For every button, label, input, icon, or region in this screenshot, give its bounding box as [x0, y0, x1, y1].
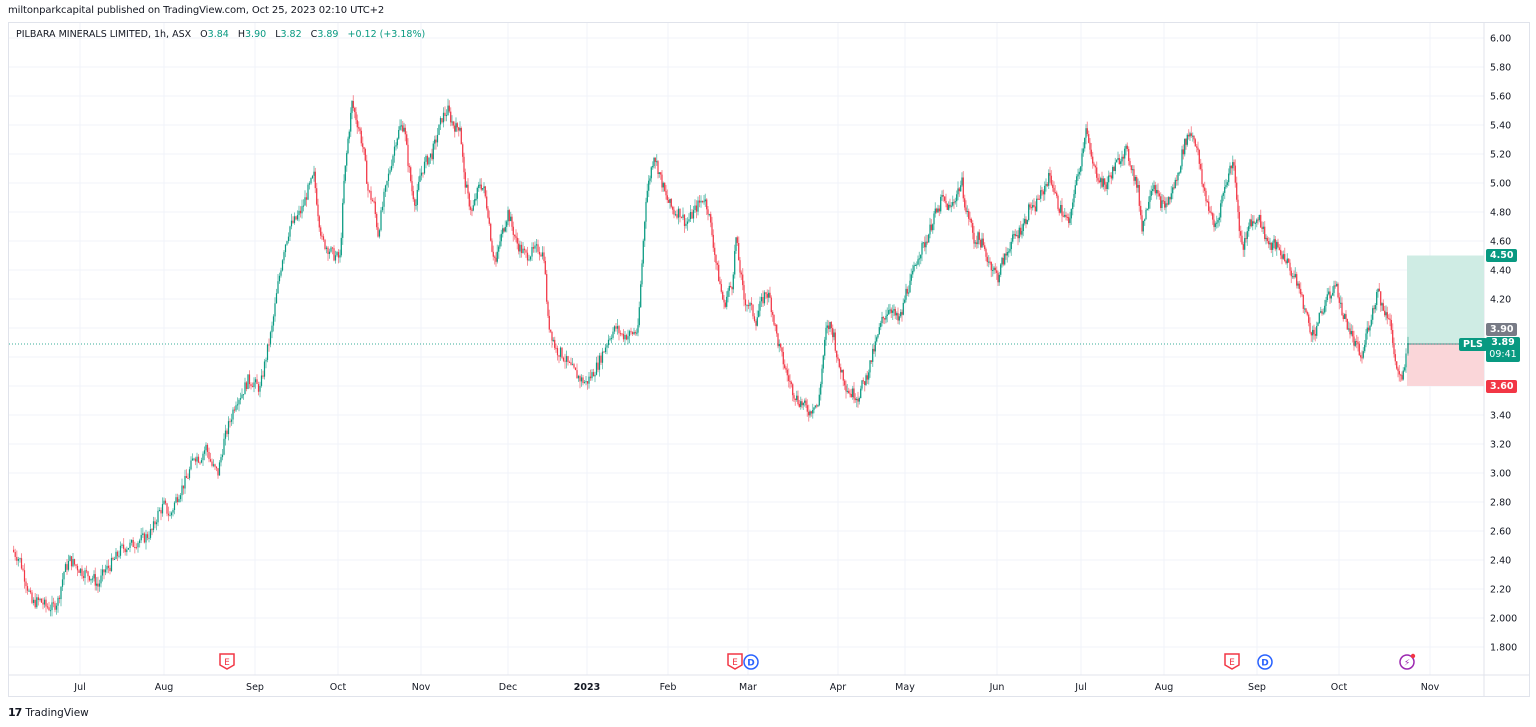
earnings-event-icon[interactable]: E: [727, 653, 743, 670]
time-tick: May: [895, 682, 915, 693]
close-label: C: [310, 29, 318, 40]
price-tick: 5.00: [1490, 179, 1511, 190]
price-tick: 5.20: [1490, 150, 1511, 161]
last-price-value: 3.89: [1491, 337, 1515, 348]
price-tick: 4.40: [1490, 266, 1511, 277]
event-markers: E E D E D ⚡: [219, 653, 1416, 670]
price-tick: 4.20: [1490, 295, 1511, 306]
earnings-event-icon[interactable]: E: [1224, 653, 1240, 670]
candlestick-series: [13, 95, 1409, 617]
open-label: O: [200, 29, 208, 40]
dividend-event-icon[interactable]: D: [743, 654, 759, 670]
svg-text:E: E: [1229, 658, 1235, 668]
price-tick: 2.80: [1490, 498, 1511, 509]
price-tick: 2.000: [1490, 614, 1517, 625]
bar-countdown: 09:41: [1489, 349, 1517, 360]
open-value: 3.84: [207, 29, 229, 40]
tradingview-logo[interactable]: 17 TradingView: [8, 706, 89, 719]
svg-text:D: D: [747, 659, 754, 669]
low-label: L: [275, 29, 281, 40]
close-value: 3.89: [317, 29, 339, 40]
price-tick: 3.00: [1490, 469, 1511, 480]
price-tick: 5.40: [1490, 121, 1511, 132]
earnings-event-icon[interactable]: E: [219, 653, 235, 670]
time-tick: Apr: [830, 682, 847, 693]
tradingview-mark-icon: 17: [8, 706, 22, 719]
price-tick: 4.60: [1490, 237, 1511, 248]
chart-frame: [8, 22, 1530, 697]
price-tick: 2.20: [1490, 585, 1511, 596]
price-tick: 3.40: [1490, 411, 1511, 422]
change-value: +0.12 (+3.18%): [347, 29, 426, 40]
price-tick: 4.80: [1490, 208, 1511, 219]
price-tick: 2.40: [1490, 556, 1511, 567]
symbol-description: PILBARA MINERALS LIMITED, 1h, ASX: [16, 29, 192, 40]
time-axis: Jul Aug Sep Oct Nov Dec 2023 Feb Mar Apr May Jun Jul…: [73, 682, 1439, 693]
time-tick: Dec: [499, 682, 517, 693]
symbol-legend: PILBARA MINERALS LIMITED, 1h, ASX O3.84 …: [16, 29, 425, 40]
time-tick: 2023: [574, 682, 600, 693]
price-tick: 1.800: [1490, 643, 1517, 654]
price-tick: 5.60: [1490, 92, 1511, 103]
svg-text:⚡: ⚡: [1404, 659, 1410, 669]
time-tick: Jul: [1074, 682, 1086, 693]
dividend-event-icon[interactable]: D: [1257, 654, 1273, 670]
time-tick: Feb: [660, 682, 677, 693]
price-axis: 6.00 5.80 5.60 5.40 5.20 5.00 4.80 4.60 4.40 4.20…: [1490, 34, 1517, 654]
stop-price-tag: 3.60: [1486, 380, 1518, 393]
svg-text:E: E: [224, 658, 230, 668]
last-price-tag: 3.89 09:41: [1486, 337, 1520, 362]
time-tick: Jun: [989, 682, 1005, 693]
split-event-icon[interactable]: ⚡: [1399, 653, 1416, 670]
symbol-tag: PLS: [1459, 338, 1487, 351]
time-tick: Sep: [246, 682, 264, 693]
time-tick: Oct: [330, 682, 347, 693]
time-tick: Aug: [1155, 682, 1174, 693]
price-tick: 2.60: [1490, 527, 1511, 538]
time-tick: Aug: [155, 682, 174, 693]
price-tick: 6.00: [1490, 34, 1511, 45]
time-tick: Nov: [1421, 682, 1440, 693]
high-price-tag: 3.90: [1486, 323, 1518, 336]
chart-grid: [9, 23, 1530, 697]
time-tick: Oct: [1331, 682, 1348, 693]
target-price-tag: 4.50: [1486, 249, 1518, 262]
tradingview-brand: TradingView: [25, 706, 89, 719]
high-value: 3.90: [245, 29, 267, 40]
low-value: 3.82: [280, 29, 302, 40]
high-label: H: [237, 29, 245, 40]
publisher-caption: miltonparkcapital published on TradingVi…: [8, 5, 385, 16]
svg-text:D: D: [1261, 659, 1268, 669]
time-tick: Sep: [1248, 682, 1266, 693]
long-position-tool: [9, 255, 1484, 386]
price-tick: 5.80: [1490, 63, 1511, 74]
time-tick: Nov: [412, 682, 431, 693]
time-tick: Jul: [73, 682, 85, 693]
price-tick: 3.20: [1490, 440, 1511, 451]
svg-text:E: E: [732, 658, 738, 668]
time-tick: Mar: [739, 682, 757, 693]
